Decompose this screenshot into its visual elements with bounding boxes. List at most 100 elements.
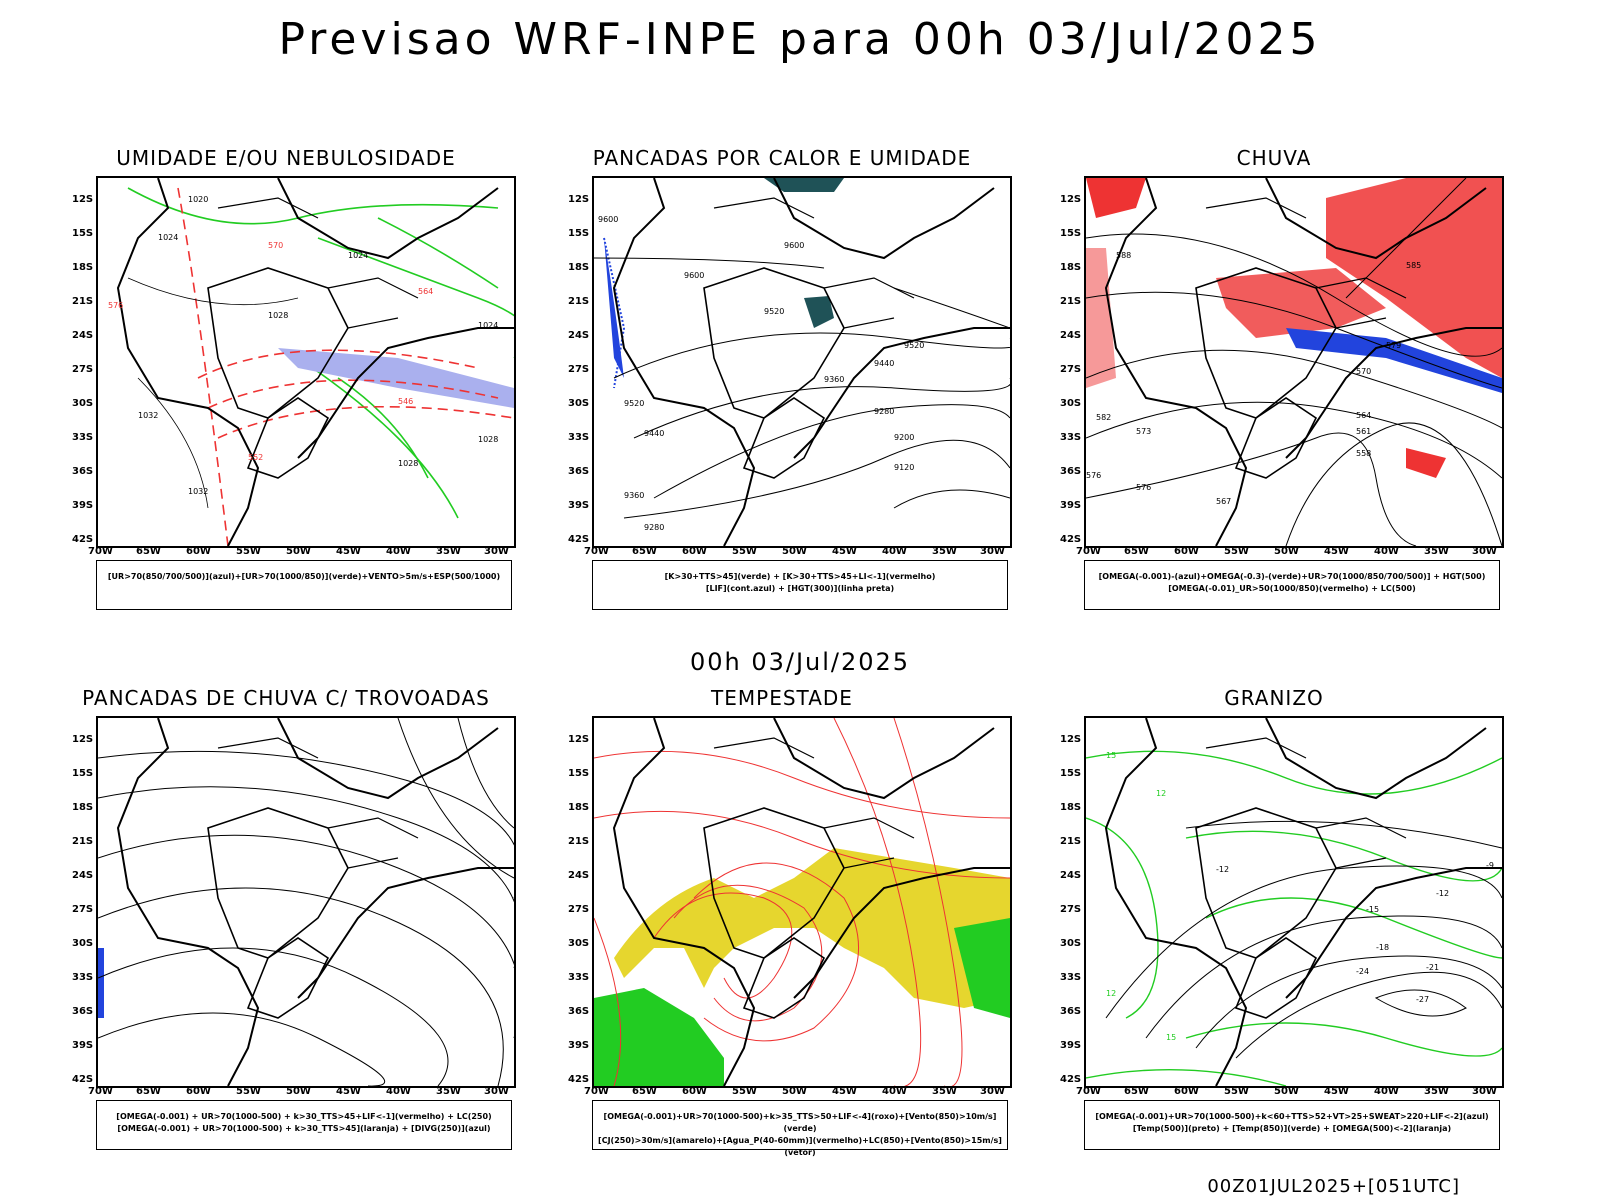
lat-label: 24S [1060,870,1082,881]
lon-label: 65W [136,546,161,557]
panel-granizo: GRANIZO -9 -12 -12 -15 -18 -21 -24 -27 1… [1044,686,1504,1176]
contour-label: 579 [1386,341,1401,350]
contour-label: 1028 [478,435,498,444]
lon-label: 30W [980,1086,1005,1097]
lon-label: 40W [386,546,411,557]
lat-label: 33S [568,432,590,443]
lat-label: 39S [1060,500,1082,511]
contour-label: 9280 [644,523,664,532]
lat-label: 36S [72,1006,94,1017]
map-svg: 1020 1024 1024 1028 1028 1032 1032 1024 … [108,178,514,546]
lat-label: 18S [568,262,590,273]
contour-label: -21 [1426,963,1439,972]
lon-label: 45W [1324,546,1349,557]
lat-label: 30S [568,938,590,949]
lon-label: 35W [436,1086,461,1097]
lon-label: 65W [1124,1086,1149,1097]
lat-label: 18S [72,802,94,813]
contour-label: 9440 [644,429,664,438]
lon-label: 70W [584,1086,609,1097]
lat-label: 33S [1060,432,1082,443]
lat-label: 39S [72,1040,94,1051]
contour-label: -9 [1486,861,1494,870]
lat-label: 27S [1060,904,1082,915]
contour-label: 1032 [188,487,208,496]
lat-label: 39S [72,500,94,511]
lat-label: 30S [568,398,590,409]
lat-label: 12S [568,194,590,205]
lat-label: 18S [1060,262,1082,273]
lat-label: 27S [72,364,94,375]
panel-tempestade: TEMPESTADE 12S 15S 18S 21S 24S 27S 30S 3… [552,686,1012,1176]
lon-label: 45W [336,546,361,557]
panel-legend: [OMEGA(-0.001)+UR>70(1000-500)+k<60+TTS>… [1084,1100,1500,1150]
lon-label: 70W [88,546,113,557]
legend-line: [LIF](cont.azul) + [HGT(300)](linha pret… [705,584,895,593]
lat-label: 30S [72,398,94,409]
contour-label: 1028 [268,311,288,320]
contour-label: 576 [108,301,123,310]
lon-label: 55W [236,546,261,557]
lat-label: 24S [568,330,590,341]
lat-label: 36S [1060,1006,1082,1017]
lon-label: 50W [1274,546,1299,557]
lon-label: 60W [186,546,211,557]
lon-label: 35W [932,1086,957,1097]
contour-label: 9520 [904,341,924,350]
lon-label: 60W [186,1086,211,1097]
lon-label: 60W [1174,546,1199,557]
lon-label: 35W [1424,546,1449,557]
lat-label: 21S [72,836,94,847]
legend-line: [OMEGA(-0.001) + UR>70(1000-500) + k>30_… [117,1124,491,1133]
contour-label: 582 [1096,413,1111,422]
forecast-time-title: 00h 03/Jul/2025 [689,648,911,676]
legend-line: [OMEGA(-0.01)_UR>50(1000/850)(vermelho) … [1168,584,1416,593]
contour-label: -15 [1366,905,1379,914]
lat-label: 18S [72,262,94,273]
lat-label: 42S [72,1074,94,1085]
panel-title: PANCADAS DE CHUVA C/ TROVOADAS [82,686,490,710]
lat-label: 21S [1060,836,1082,847]
contour-label: 12 [1106,989,1116,998]
lat-label: 12S [1060,734,1082,745]
legend-line: [Temp(500)](preto) + [Temp(850)](verde) … [1132,1124,1452,1133]
lat-label: 39S [568,1040,590,1051]
lon-label: 50W [286,1086,311,1097]
contour-label: 570 [268,241,283,250]
lat-label: 27S [568,364,590,375]
contour-label: 12 [1156,789,1166,798]
lon-label: 45W [336,1086,361,1097]
contour-label: 552 [248,453,263,462]
lon-label: 40W [882,546,907,557]
lat-label: 36S [1060,466,1082,477]
lon-label: 50W [782,546,807,557]
lon-label: 45W [832,1086,857,1097]
lat-label: 42S [1060,534,1082,545]
lat-label: 42S [568,534,590,545]
panel-legend: [K>30+TTS>45](verde) + [K>30+TTS>45+LI<-… [592,560,1008,610]
contour-label: 15 [1166,1033,1176,1042]
lon-label: 50W [286,546,311,557]
lon-label: 65W [1124,546,1149,557]
contour-label: 9600 [784,241,804,250]
lat-label: 42S [72,534,94,545]
lat-label: 15S [568,768,590,779]
lon-label: 60W [1174,1086,1199,1097]
contour-label: 1028 [398,459,418,468]
lon-label: 30W [1472,1086,1497,1097]
panel-pancadas-calor: PANCADAS POR CALOR E UMIDADE 9600 9600 9… [552,146,1012,636]
map-svg: -9 -12 -12 -15 -18 -21 -24 -27 12 15 15 … [1086,718,1502,1086]
panel-legend: [OMEGA(-0.001)-(azul)+OMEGA(-0.3)-(verde… [1084,560,1500,610]
lat-label: 27S [72,904,94,915]
panel-chuva: CHUVA 588 582 576 573 570 567 564 561 55 [1044,146,1504,636]
lon-label: 40W [386,1086,411,1097]
panel-title: CHUVA [1236,146,1312,170]
lat-label: 18S [1060,802,1082,813]
contour-label: 9600 [598,215,618,224]
lat-label: 33S [1060,972,1082,983]
contour-label: 567 [1216,497,1231,506]
lat-label: 39S [568,500,590,511]
lat-label: 33S [72,972,94,983]
legend-line: [OMEGA(-0.001)-(azul)+OMEGA(-0.3)-(verde… [1098,572,1486,581]
lon-label: 40W [882,1086,907,1097]
